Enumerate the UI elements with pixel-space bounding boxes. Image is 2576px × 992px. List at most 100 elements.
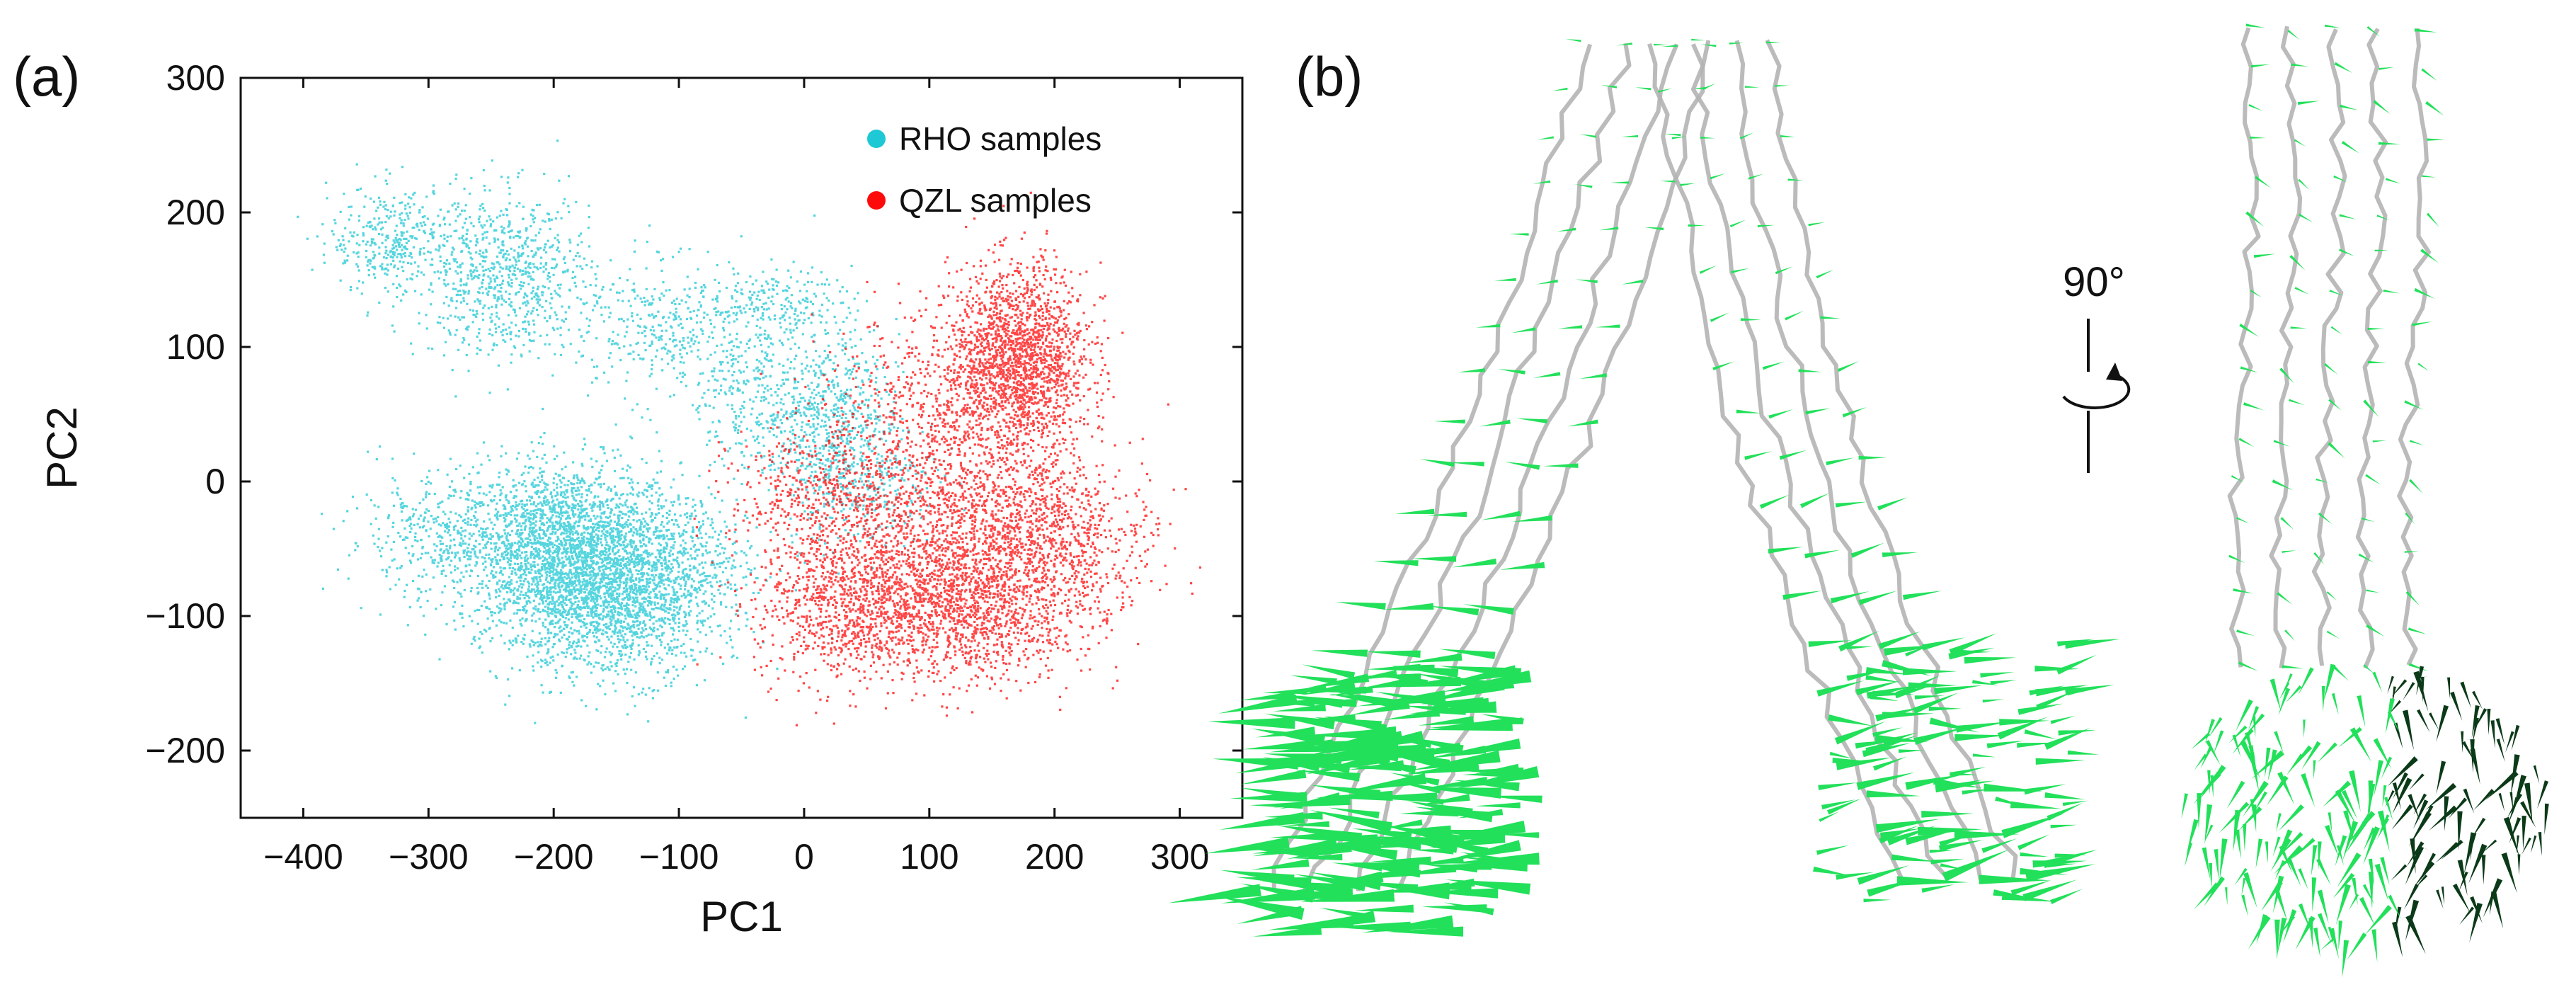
scatter-point bbox=[392, 305, 395, 308]
scatter-point bbox=[733, 551, 736, 554]
scatter-point bbox=[565, 551, 568, 554]
scatter-point bbox=[395, 224, 398, 227]
scatter-point bbox=[554, 528, 556, 530]
scatter-point bbox=[644, 628, 648, 631]
scatter-point bbox=[527, 582, 530, 585]
scatter-point bbox=[551, 602, 554, 605]
scatter-point bbox=[514, 637, 517, 640]
scatter-point bbox=[398, 241, 401, 244]
scatter-point bbox=[441, 536, 444, 539]
scatter-point bbox=[608, 545, 611, 548]
scatter-point bbox=[446, 473, 449, 476]
scatter-point bbox=[664, 600, 667, 603]
scatter-point bbox=[519, 579, 522, 582]
scatter-point bbox=[634, 705, 636, 707]
scatter-point bbox=[509, 642, 512, 644]
scatter-point bbox=[528, 499, 532, 502]
scatter-point bbox=[660, 259, 663, 262]
scatter-point bbox=[519, 287, 522, 290]
scatter-point bbox=[641, 565, 644, 568]
scatter-point bbox=[586, 663, 589, 666]
scatter-point bbox=[612, 565, 614, 568]
scatter-point bbox=[379, 613, 382, 616]
scatter-point bbox=[366, 314, 369, 317]
scatter-point bbox=[521, 617, 524, 620]
scatter-point bbox=[574, 507, 577, 510]
scatter-point bbox=[583, 535, 585, 538]
scatter-point bbox=[500, 445, 503, 447]
scatter-point bbox=[425, 590, 428, 593]
scatter-point bbox=[602, 512, 605, 515]
scatter-point bbox=[373, 253, 376, 256]
scatter-point bbox=[657, 689, 660, 692]
scatter-point bbox=[552, 566, 555, 569]
scatter-point bbox=[350, 234, 353, 237]
scatter-point bbox=[596, 554, 599, 557]
scatter-point bbox=[568, 542, 571, 545]
scatter-point bbox=[616, 659, 619, 662]
scatter-point bbox=[579, 619, 583, 622]
scatter-point bbox=[619, 581, 622, 583]
scatter-point bbox=[491, 620, 494, 622]
scatter-point bbox=[367, 259, 370, 262]
scatter-point bbox=[685, 548, 687, 551]
scatter-point bbox=[638, 581, 641, 583]
scatter-point bbox=[537, 442, 540, 445]
scatter-point bbox=[581, 542, 585, 545]
scatter-point bbox=[585, 568, 588, 571]
scatter-point bbox=[530, 550, 533, 554]
scatter-point bbox=[725, 557, 728, 560]
scatter-point bbox=[598, 472, 601, 474]
scatter-point bbox=[546, 628, 549, 631]
scatter-point bbox=[580, 625, 583, 628]
scatter-point bbox=[561, 514, 564, 517]
scatter-point bbox=[391, 247, 394, 250]
scatter-point bbox=[598, 503, 601, 506]
scatter-point bbox=[588, 503, 591, 506]
scatter-point bbox=[663, 583, 665, 586]
scatter-point bbox=[387, 236, 389, 239]
scatter-point bbox=[569, 563, 572, 566]
scatter-point bbox=[365, 249, 368, 253]
scatter-point bbox=[584, 585, 587, 588]
scatter-point bbox=[653, 603, 656, 606]
scatter-point bbox=[398, 245, 401, 248]
scatter-point bbox=[481, 562, 485, 565]
scatter-point bbox=[509, 549, 513, 552]
scatter-point bbox=[734, 523, 737, 526]
scatter-point bbox=[470, 569, 473, 572]
scatter-point bbox=[621, 517, 624, 520]
scatter-point bbox=[528, 272, 531, 275]
scatter-point bbox=[523, 597, 526, 600]
scatter-point bbox=[464, 498, 467, 501]
scatter-point bbox=[580, 552, 583, 555]
scatter-point bbox=[510, 542, 513, 545]
scatter-point bbox=[620, 658, 623, 661]
scatter-point bbox=[529, 503, 533, 506]
scatter-point bbox=[522, 573, 525, 576]
scatter-point bbox=[579, 542, 582, 545]
scatter-point bbox=[516, 609, 519, 612]
scatter-point bbox=[571, 503, 574, 506]
scatter-point bbox=[564, 543, 567, 547]
scatter-point bbox=[674, 622, 677, 625]
scatter-point bbox=[596, 586, 600, 589]
scatter-point bbox=[617, 516, 620, 519]
scatter-point bbox=[570, 527, 573, 530]
scatter-point bbox=[565, 586, 568, 589]
scatter-point bbox=[630, 614, 633, 617]
scatter-point bbox=[531, 619, 534, 622]
scatter-point bbox=[546, 561, 549, 565]
scatter-point bbox=[461, 604, 464, 608]
scatter-point bbox=[656, 637, 658, 639]
scatter-point bbox=[564, 496, 567, 499]
scatter-point bbox=[418, 229, 420, 232]
scatter-point bbox=[537, 563, 539, 566]
scatter-point bbox=[500, 555, 503, 558]
scatter-point bbox=[457, 202, 460, 205]
scatter-point bbox=[521, 499, 524, 502]
scatter-point bbox=[377, 528, 380, 530]
scatter-point bbox=[663, 535, 665, 538]
scatter-point bbox=[697, 620, 699, 622]
